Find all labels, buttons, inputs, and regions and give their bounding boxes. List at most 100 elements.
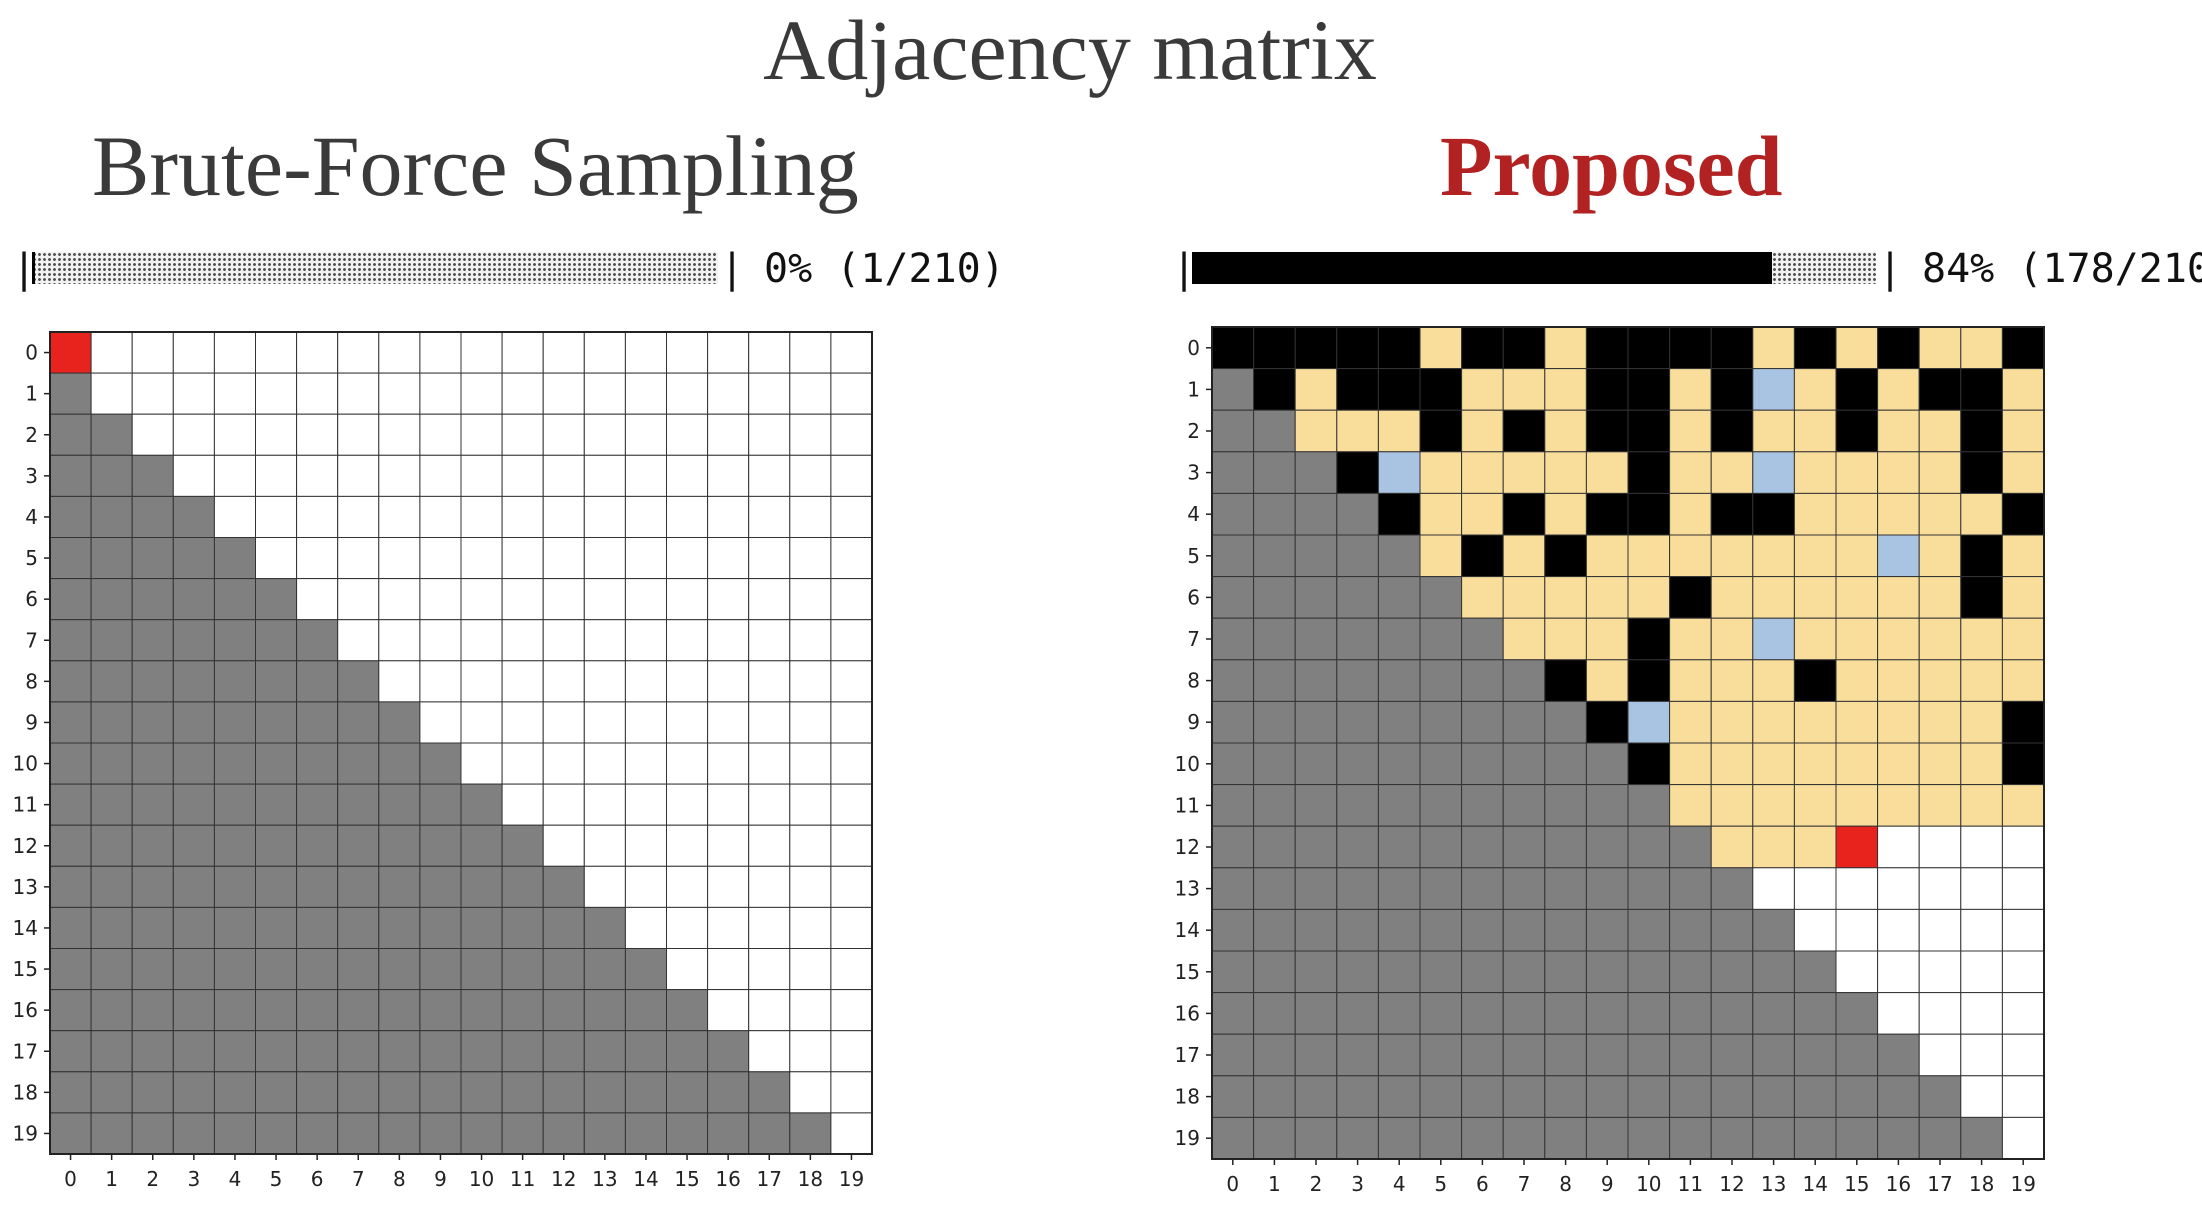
matrix-cell-10-9 <box>419 742 462 785</box>
matrix-cell-17-15 <box>1835 1033 1879 1077</box>
matrix-cell-16-5 <box>1419 992 1463 1035</box>
matrix-cell-8-8 <box>1544 659 1587 702</box>
matrix-cell-6-2 <box>131 578 174 621</box>
matrix-cell-15-1 <box>90 948 133 991</box>
matrix-cell-9-5 <box>255 701 298 744</box>
matrix-cell-19-3 <box>1336 1116 1379 1160</box>
matrix-cell-0-4 <box>213 331 256 374</box>
matrix-cell-1-4 <box>1377 368 1421 411</box>
matrix-cell-19-5 <box>1419 1116 1463 1160</box>
matrix-cell-3-11 <box>501 454 544 497</box>
matrix-cell-11-18 <box>789 783 832 826</box>
matrix-cell-19-2 <box>1294 1116 1338 1160</box>
matrix-cell-8-4 <box>213 660 256 703</box>
matrix-cell-1-16 <box>707 372 750 415</box>
matrix-cell-9-1 <box>90 701 133 744</box>
matrix-cell-2-15 <box>666 413 709 456</box>
matrix-cell-0-13 <box>1752 326 1795 370</box>
matrix-cell-2-3 <box>172 413 215 456</box>
matrix-cell-13-19 <box>2001 867 2045 910</box>
matrix-cell-14-8 <box>378 906 421 950</box>
y-tick-label: 16 <box>13 998 38 1022</box>
matrix-cell-1-1 <box>90 372 133 415</box>
matrix-cell-1-19 <box>2001 368 2045 411</box>
matrix-cell-9-18 <box>789 701 832 744</box>
matrix-cell-8-2 <box>1294 659 1338 702</box>
x-tick-label: 1 <box>105 1167 118 1191</box>
matrix-cell-9-13 <box>583 701 626 744</box>
matrix-cell-18-10 <box>1627 1075 1671 1118</box>
matrix-cell-19-8 <box>1544 1116 1587 1160</box>
matrix-cell-14-11 <box>501 906 544 950</box>
matrix-cell-8-1 <box>90 660 133 703</box>
matrix-cell-4-12 <box>542 495 585 538</box>
matrix-cell-6-10 <box>460 578 503 621</box>
matrix-cell-5-1 <box>90 537 133 580</box>
y-tick-label: 14 <box>13 916 38 940</box>
matrix-cell-16-10 <box>460 989 503 1032</box>
matrix-cell-5-2 <box>1294 534 1338 578</box>
matrix-cell-16-19 <box>830 989 873 1032</box>
matrix-cell-2-7 <box>337 413 380 456</box>
matrix-cell-2-12 <box>542 413 585 456</box>
matrix-cell-11-1 <box>1253 784 1296 827</box>
matrix-cell-1-13 <box>583 372 626 415</box>
matrix-cell-18-6 <box>1461 1075 1504 1118</box>
matrix-cell-14-0 <box>49 906 92 950</box>
matrix-cell-4-0 <box>49 495 92 538</box>
matrix-cell-19-1 <box>1253 1116 1296 1160</box>
matrix-cell-2-13 <box>1752 409 1795 453</box>
matrix-cell-11-0 <box>49 783 92 826</box>
x-tick-label: 1 <box>1268 1172 1281 1196</box>
matrix-cell-13-10 <box>1627 867 1671 910</box>
matrix-cell-7-1 <box>90 619 133 662</box>
matrix-cell-15-2 <box>131 948 174 991</box>
matrix-cell-4-16 <box>1877 492 1920 536</box>
matrix-cell-1-15 <box>1835 368 1879 411</box>
matrix-cell-11-2 <box>131 783 174 826</box>
matrix-cell-11-10 <box>1627 784 1671 827</box>
matrix-cell-15-7 <box>337 948 380 991</box>
matrix-cell-18-3 <box>1336 1075 1379 1118</box>
matrix-cell-10-7 <box>337 742 380 785</box>
matrix-cell-13-9 <box>1585 867 1629 910</box>
matrix-cell-2-13 <box>583 413 626 456</box>
matrix-cell-2-4 <box>213 413 256 456</box>
matrix-cell-18-15 <box>1835 1075 1879 1118</box>
matrix-cell-14-6 <box>296 906 339 950</box>
matrix-cell-10-0 <box>1211 742 1255 786</box>
x-tick-label: 19 <box>839 1167 864 1191</box>
matrix-cell-4-2 <box>131 495 174 538</box>
matrix-cell-17-7 <box>337 1030 380 1073</box>
matrix-cell-10-11 <box>1669 742 1712 786</box>
matrix-cell-0-11 <box>501 331 544 374</box>
matrix-cell-7-18 <box>789 619 832 662</box>
matrix-cell-2-7 <box>1502 409 1546 453</box>
matrix-cell-9-9 <box>1585 700 1629 744</box>
matrix-cell-14-19 <box>2001 908 2045 952</box>
matrix-cell-1-10 <box>1627 368 1671 411</box>
matrix-cell-0-19 <box>2001 326 2045 370</box>
matrix-cell-9-18 <box>1960 700 2003 744</box>
matrix-cell-5-7 <box>1502 534 1546 578</box>
matrix-cell-9-6 <box>1461 700 1504 744</box>
matrix-cell-17-18 <box>1960 1033 2003 1077</box>
matrix-cell-17-4 <box>213 1030 256 1073</box>
matrix-cell-9-5 <box>1419 700 1463 744</box>
matrix-cell-0-14 <box>1793 326 1837 370</box>
matrix-cell-3-5 <box>1419 451 1463 494</box>
y-tick-label: 2 <box>1187 419 1200 443</box>
matrix-cell-18-17 <box>748 1071 791 1114</box>
matrix-cell-19-16 <box>1877 1116 1920 1160</box>
matrix-cell-16-4 <box>213 989 256 1032</box>
matrix-cell-17-1 <box>90 1030 133 1073</box>
matrix-cell-17-11 <box>501 1030 544 1073</box>
matrix-cell-16-12 <box>1710 992 1754 1035</box>
matrix-cell-11-13 <box>1752 784 1795 827</box>
matrix-cell-18-14 <box>624 1071 668 1114</box>
matrix-cell-14-9 <box>419 906 462 950</box>
matrix-cell-5-10 <box>460 537 503 580</box>
matrix-cell-2-11 <box>1669 409 1712 453</box>
matrix-cell-1-2 <box>131 372 174 415</box>
matrix-cell-1-11 <box>501 372 544 415</box>
